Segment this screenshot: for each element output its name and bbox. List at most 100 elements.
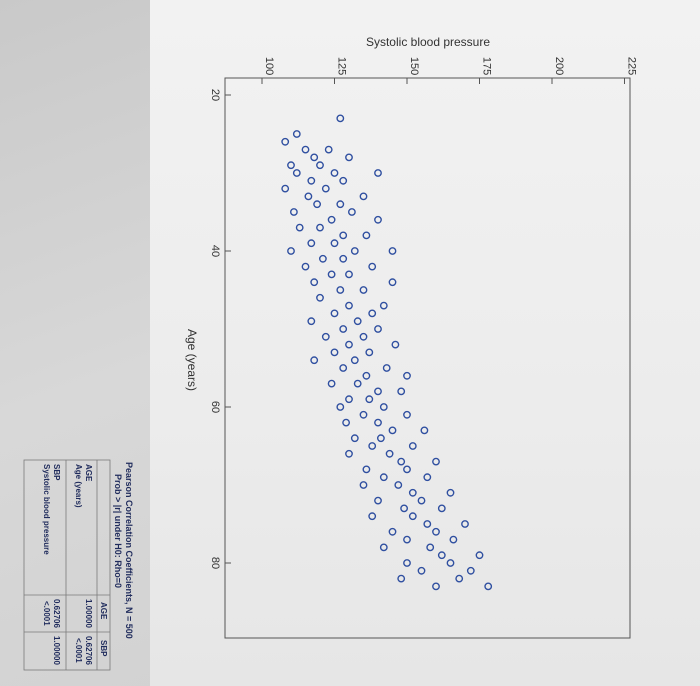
x-tick-label-3: 80 [209, 557, 221, 569]
point-77 [420, 426, 429, 435]
point-49 [353, 317, 362, 326]
point-96 [400, 504, 408, 513]
point-23 [374, 215, 382, 224]
point-109 [475, 551, 484, 560]
point-64 [327, 379, 336, 388]
point-93 [446, 488, 455, 497]
point-113 [466, 566, 475, 575]
col-header-sbp: SBP [99, 640, 108, 657]
point-43 [316, 293, 324, 302]
point-107 [426, 543, 435, 552]
col-header-age: AGE [99, 602, 108, 620]
x-ticks: 20 40 60 80 [209, 89, 231, 569]
scatter-points [281, 114, 493, 591]
point-35 [301, 262, 310, 271]
point-50 [339, 325, 348, 333]
point-88 [379, 473, 388, 482]
point-81 [408, 442, 417, 450]
point-5 [310, 153, 319, 162]
point-42 [359, 286, 368, 294]
point-10 [292, 169, 301, 177]
correlation-table: Pearson Correlation Coefficients, N = 50… [23, 459, 134, 671]
point-79 [376, 434, 385, 443]
y-ticks: 100 125 150 175 200 225 [261, 57, 638, 84]
table-title: Pearson Correlation Coefficients, N = 50… [124, 462, 134, 639]
point-29 [330, 239, 339, 248]
x-tick-label-2: 60 [209, 401, 221, 413]
point-110 [403, 559, 411, 567]
point-73 [403, 410, 411, 419]
point-36 [368, 262, 377, 271]
point-13 [339, 176, 348, 185]
point-104 [403, 535, 411, 544]
point-87 [403, 465, 411, 474]
point-69 [365, 395, 374, 404]
cell-sbp-age: 0.62706 [52, 599, 61, 628]
point-101 [461, 520, 469, 528]
point-15 [321, 184, 330, 193]
point-62 [362, 371, 371, 380]
point-14 [281, 184, 290, 193]
point-56 [330, 348, 339, 357]
point-97 [437, 504, 446, 513]
point-39 [310, 278, 319, 287]
point-27 [362, 231, 371, 240]
point-55 [391, 340, 400, 349]
point-25 [316, 223, 324, 232]
point-28 [307, 239, 316, 248]
y-tick-label-0: 100 [263, 57, 275, 75]
point-3 [301, 145, 310, 154]
point-105 [449, 535, 458, 544]
point-46 [330, 309, 339, 318]
point-82 [345, 449, 353, 458]
point-102 [388, 527, 397, 536]
point-59 [350, 356, 359, 365]
point-57 [365, 348, 374, 357]
point-7 [287, 161, 295, 170]
point-85 [432, 457, 440, 466]
point-53 [359, 332, 368, 341]
point-61 [382, 364, 391, 372]
point-89 [423, 473, 432, 482]
point-65 [353, 379, 362, 388]
point-75 [374, 418, 382, 427]
point-60 [339, 364, 348, 372]
point-99 [408, 512, 417, 521]
point-37 [327, 270, 336, 279]
point-22 [327, 215, 336, 224]
point-2 [281, 137, 290, 146]
point-66 [374, 387, 382, 396]
point-95 [417, 496, 426, 505]
point-16 [359, 192, 368, 201]
y-tick-label-5: 225 [626, 57, 638, 75]
point-111 [446, 559, 455, 567]
point-11 [374, 169, 382, 177]
point-12 [307, 176, 316, 185]
point-112 [417, 566, 426, 575]
point-6 [345, 153, 353, 162]
row-age-label: AGE [84, 464, 93, 482]
point-34 [339, 254, 348, 263]
cell-age-sbp-p: <.0001 [74, 638, 83, 663]
point-117 [484, 582, 493, 591]
point-103 [432, 527, 440, 536]
point-41 [336, 286, 345, 294]
point-76 [388, 426, 397, 435]
point-18 [313, 200, 321, 209]
y-tick-label-3: 175 [481, 57, 493, 75]
cell-age-age: 1.00000 [84, 599, 93, 628]
point-44 [345, 301, 353, 310]
point-17 [304, 192, 313, 201]
point-33 [318, 254, 327, 263]
point-40 [388, 278, 397, 287]
point-19 [336, 200, 345, 209]
table-subtitle: Prob > |r| under H0: Rho=0 [113, 474, 123, 588]
point-1 [292, 130, 301, 138]
point-51 [374, 325, 382, 333]
point-21 [347, 208, 356, 216]
point-108 [437, 551, 446, 560]
x-tick-label-1: 40 [209, 245, 221, 257]
point-92 [408, 488, 417, 497]
point-83 [385, 449, 394, 458]
point-115 [455, 574, 464, 583]
